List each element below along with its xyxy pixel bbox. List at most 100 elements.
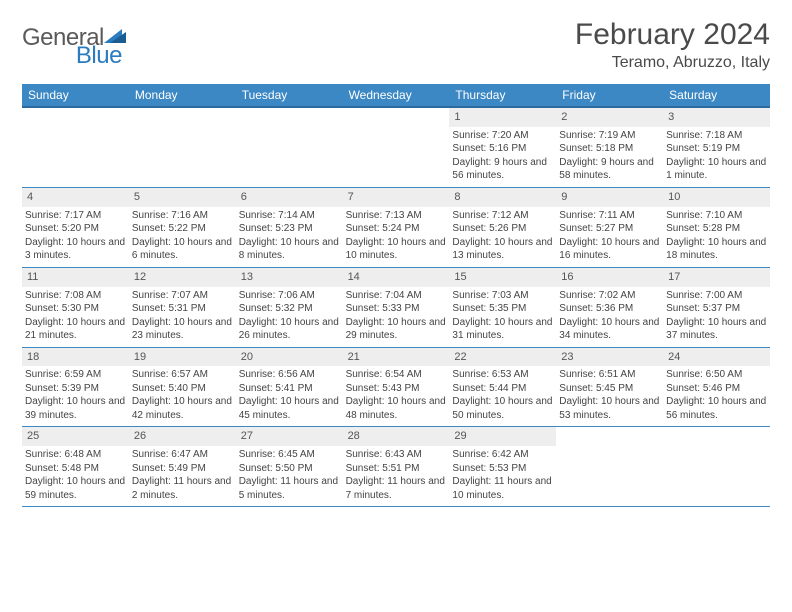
day-cell <box>22 108 129 187</box>
sunset: Sunset: 5:50 PM <box>239 462 340 476</box>
day-cell: 11 Sunrise: 7:08 AMSunset: 5:30 PMDayligh… <box>22 268 129 347</box>
day-number: 9 <box>556 188 663 207</box>
daylight: Daylight: 10 hours and 48 minutes. <box>346 395 447 422</box>
sunrise: Sunrise: 7:11 AM <box>559 209 660 223</box>
day-body: Sunrise: 7:10 AMSunset: 5:28 PMDaylight:… <box>663 209 770 267</box>
day-body: Sunrise: 6:47 AMSunset: 5:49 PMDaylight:… <box>129 448 236 506</box>
day-number: 7 <box>343 188 450 207</box>
day-cell: 6 Sunrise: 7:14 AMSunset: 5:23 PMDaylight… <box>236 188 343 267</box>
day-number: 18 <box>22 348 129 367</box>
day-cell: 5 Sunrise: 7:16 AMSunset: 5:22 PMDaylight… <box>129 188 236 267</box>
sunset: Sunset: 5:43 PM <box>346 382 447 396</box>
sunrise: Sunrise: 6:45 AM <box>239 448 340 462</box>
daylight: Daylight: 10 hours and 34 minutes. <box>559 316 660 343</box>
sunset: Sunset: 5:30 PM <box>25 302 126 316</box>
sunset: Sunset: 5:19 PM <box>666 142 767 156</box>
day-number: 10 <box>663 188 770 207</box>
header: General Blue February 2024 Teramo, Abruz… <box>22 18 770 72</box>
day-cell: 22Sunrise: 6:53 AMSunset: 5:44 PMDayligh… <box>449 348 556 427</box>
daylight: Daylight: 10 hours and 56 minutes. <box>666 395 767 422</box>
sunset: Sunset: 5:46 PM <box>666 382 767 396</box>
day-body: Sunrise: 7:02 AMSunset: 5:36 PMDaylight:… <box>556 289 663 347</box>
day-cell <box>663 427 770 506</box>
sunset: Sunset: 5:28 PM <box>666 222 767 236</box>
day-body: Sunrise: 6:56 AMSunset: 5:41 PMDaylight:… <box>236 368 343 426</box>
day-header: Thursday <box>449 84 556 106</box>
title-block: February 2024 Teramo, Abruzzo, Italy <box>575 18 770 72</box>
day-number: 23 <box>556 348 663 367</box>
day-number: 29 <box>449 427 556 446</box>
sunrise: Sunrise: 7:02 AM <box>559 289 660 303</box>
daylight: Daylight: 10 hours and 37 minutes. <box>666 316 767 343</box>
sunrise: Sunrise: 6:59 AM <box>25 368 126 382</box>
location: Teramo, Abruzzo, Italy <box>575 54 770 72</box>
day-body: Sunrise: 7:00 AMSunset: 5:37 PMDaylight:… <box>663 289 770 347</box>
daylight: Daylight: 10 hours and 59 minutes. <box>25 475 126 502</box>
sunrise: Sunrise: 7:10 AM <box>666 209 767 223</box>
day-body: Sunrise: 7:14 AMSunset: 5:23 PMDaylight:… <box>236 209 343 267</box>
day-cell: 18Sunrise: 6:59 AMSunset: 5:39 PMDayligh… <box>22 348 129 427</box>
sunset: Sunset: 5:48 PM <box>25 462 126 476</box>
day-number: 2 <box>556 108 663 127</box>
daylight: Daylight: 10 hours and 45 minutes. <box>239 395 340 422</box>
day-number: 4 <box>22 188 129 207</box>
sunset: Sunset: 5:27 PM <box>559 222 660 236</box>
day-body: Sunrise: 7:08 AMSunset: 5:30 PMDaylight:… <box>22 289 129 347</box>
daylight: Daylight: 10 hours and 50 minutes. <box>452 395 553 422</box>
day-cell: 25Sunrise: 6:48 AMSunset: 5:48 PMDayligh… <box>22 427 129 506</box>
week-row: 25Sunrise: 6:48 AMSunset: 5:48 PMDayligh… <box>22 427 770 507</box>
day-body: Sunrise: 6:48 AMSunset: 5:48 PMDaylight:… <box>22 448 129 506</box>
sunrise: Sunrise: 7:18 AM <box>666 129 767 143</box>
day-cell: 27Sunrise: 6:45 AMSunset: 5:50 PMDayligh… <box>236 427 343 506</box>
daylight: Daylight: 11 hours and 5 minutes. <box>239 475 340 502</box>
day-number: 5 <box>129 188 236 207</box>
sunrise: Sunrise: 7:07 AM <box>132 289 233 303</box>
day-number: 16 <box>556 268 663 287</box>
day-cell: 10 Sunrise: 7:10 AMSunset: 5:28 PMDayligh… <box>663 188 770 267</box>
day-header: Saturday <box>663 84 770 106</box>
sunrise: Sunrise: 6:57 AM <box>132 368 233 382</box>
sunset: Sunset: 5:41 PM <box>239 382 340 396</box>
sunset: Sunset: 5:51 PM <box>346 462 447 476</box>
day-body: Sunrise: 6:50 AMSunset: 5:46 PMDaylight:… <box>663 368 770 426</box>
day-number: 1 <box>449 108 556 127</box>
day-number: 22 <box>449 348 556 367</box>
day-body: Sunrise: 6:43 AMSunset: 5:51 PMDaylight:… <box>343 448 450 506</box>
sunset: Sunset: 5:24 PM <box>346 222 447 236</box>
daylight: Daylight: 11 hours and 10 minutes. <box>452 475 553 502</box>
daylight: Daylight: 10 hours and 3 minutes. <box>25 236 126 263</box>
daylight: Daylight: 10 hours and 10 minutes. <box>346 236 447 263</box>
day-cell <box>129 108 236 187</box>
day-cell: 28 Sunrise: 6:43 AMSunset: 5:51 PMDayligh… <box>343 427 450 506</box>
week-row: 18Sunrise: 6:59 AMSunset: 5:39 PMDayligh… <box>22 348 770 428</box>
sunrise: Sunrise: 7:14 AM <box>239 209 340 223</box>
logo: General Blue <box>22 18 176 52</box>
daylight: Daylight: 10 hours and 42 minutes. <box>132 395 233 422</box>
day-body: Sunrise: 7:07 AMSunset: 5:31 PMDaylight:… <box>129 289 236 347</box>
week-row: 4 Sunrise: 7:17 AMSunset: 5:20 PMDaylight… <box>22 188 770 268</box>
day-body: Sunrise: 7:17 AMSunset: 5:20 PMDaylight:… <box>22 209 129 267</box>
day-number: 11 <box>22 268 129 287</box>
sunset: Sunset: 5:18 PM <box>559 142 660 156</box>
day-number: 6 <box>236 188 343 207</box>
sunrise: Sunrise: 7:19 AM <box>559 129 660 143</box>
daylight: Daylight: 10 hours and 29 minutes. <box>346 316 447 343</box>
day-body: Sunrise: 7:18 AMSunset: 5:19 PMDaylight:… <box>663 129 770 187</box>
day-number: 15 <box>449 268 556 287</box>
day-body: Sunrise: 7:12 AMSunset: 5:26 PMDaylight:… <box>449 209 556 267</box>
day-body: Sunrise: 7:16 AMSunset: 5:22 PMDaylight:… <box>129 209 236 267</box>
sunset: Sunset: 5:44 PM <box>452 382 553 396</box>
daylight: Daylight: 10 hours and 1 minute. <box>666 156 767 183</box>
day-body: Sunrise: 6:51 AMSunset: 5:45 PMDaylight:… <box>556 368 663 426</box>
day-cell: 3Sunrise: 7:18 AMSunset: 5:19 PMDaylight… <box>663 108 770 187</box>
day-number: 13 <box>236 268 343 287</box>
month-title: February 2024 <box>575 18 770 52</box>
day-cell: 14Sunrise: 7:04 AMSunset: 5:33 PMDayligh… <box>343 268 450 347</box>
sunrise: Sunrise: 7:04 AM <box>346 289 447 303</box>
sunrise: Sunrise: 6:42 AM <box>452 448 553 462</box>
day-body: Sunrise: 7:19 AMSunset: 5:18 PMDaylight:… <box>556 129 663 187</box>
day-header: Monday <box>129 84 236 106</box>
day-number: 28 <box>343 427 450 446</box>
day-cell: 20Sunrise: 6:56 AMSunset: 5:41 PMDayligh… <box>236 348 343 427</box>
day-body: Sunrise: 7:03 AMSunset: 5:35 PMDaylight:… <box>449 289 556 347</box>
